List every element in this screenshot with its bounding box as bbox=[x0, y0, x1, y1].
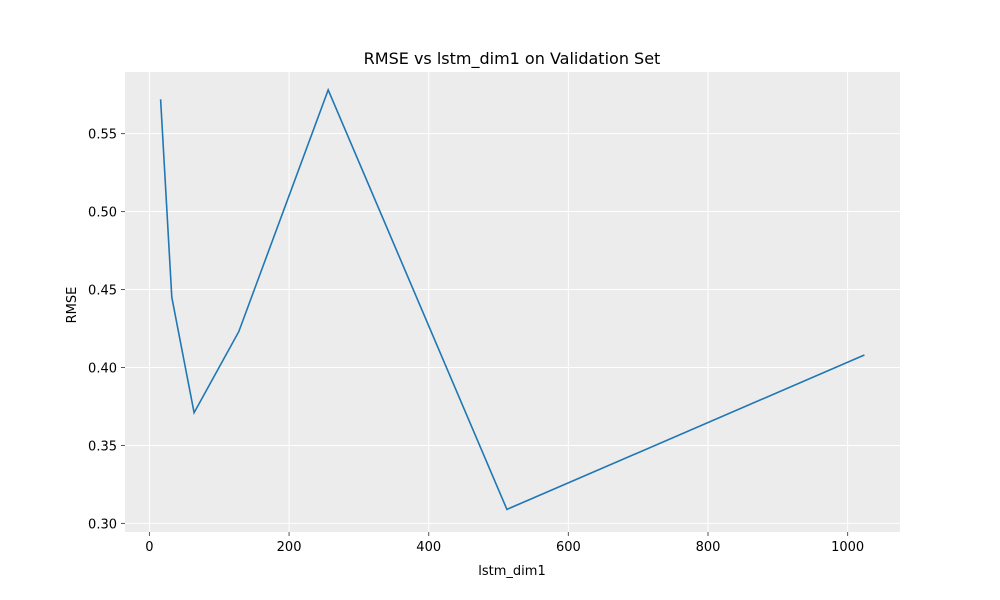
x-tick-label: 400 bbox=[416, 540, 441, 555]
x-tick-label: 600 bbox=[556, 540, 581, 555]
series-line bbox=[159, 87, 865, 511]
plot-area bbox=[125, 72, 900, 532]
axes: 0 200 400 600 800 1000 0.30 0.35 0.40 0.45 0.50 0.5… bbox=[88, 128, 864, 555]
y-tick-label: 0.55 bbox=[88, 128, 117, 143]
y-tick-label: 0.40 bbox=[88, 361, 117, 376]
series-group bbox=[159, 87, 865, 511]
y-axis-label: RMSE bbox=[65, 287, 80, 324]
y-tick-label: 0.35 bbox=[88, 439, 117, 454]
grid bbox=[125, 72, 900, 532]
x-axis-label: lstm_dim1 bbox=[478, 564, 545, 579]
x-tick-label: 1000 bbox=[831, 540, 864, 555]
x-tick-label: 800 bbox=[696, 540, 721, 555]
y-tick-label: 0.45 bbox=[88, 284, 117, 299]
x-tick-label: 200 bbox=[277, 540, 302, 555]
y-tick-label: 0.30 bbox=[88, 517, 117, 532]
y-tick-label: 0.50 bbox=[88, 206, 117, 221]
x-tick-label: 0 bbox=[145, 540, 153, 555]
chart-title: RMSE vs lstm_dim1 on Validation Set bbox=[364, 49, 661, 69]
